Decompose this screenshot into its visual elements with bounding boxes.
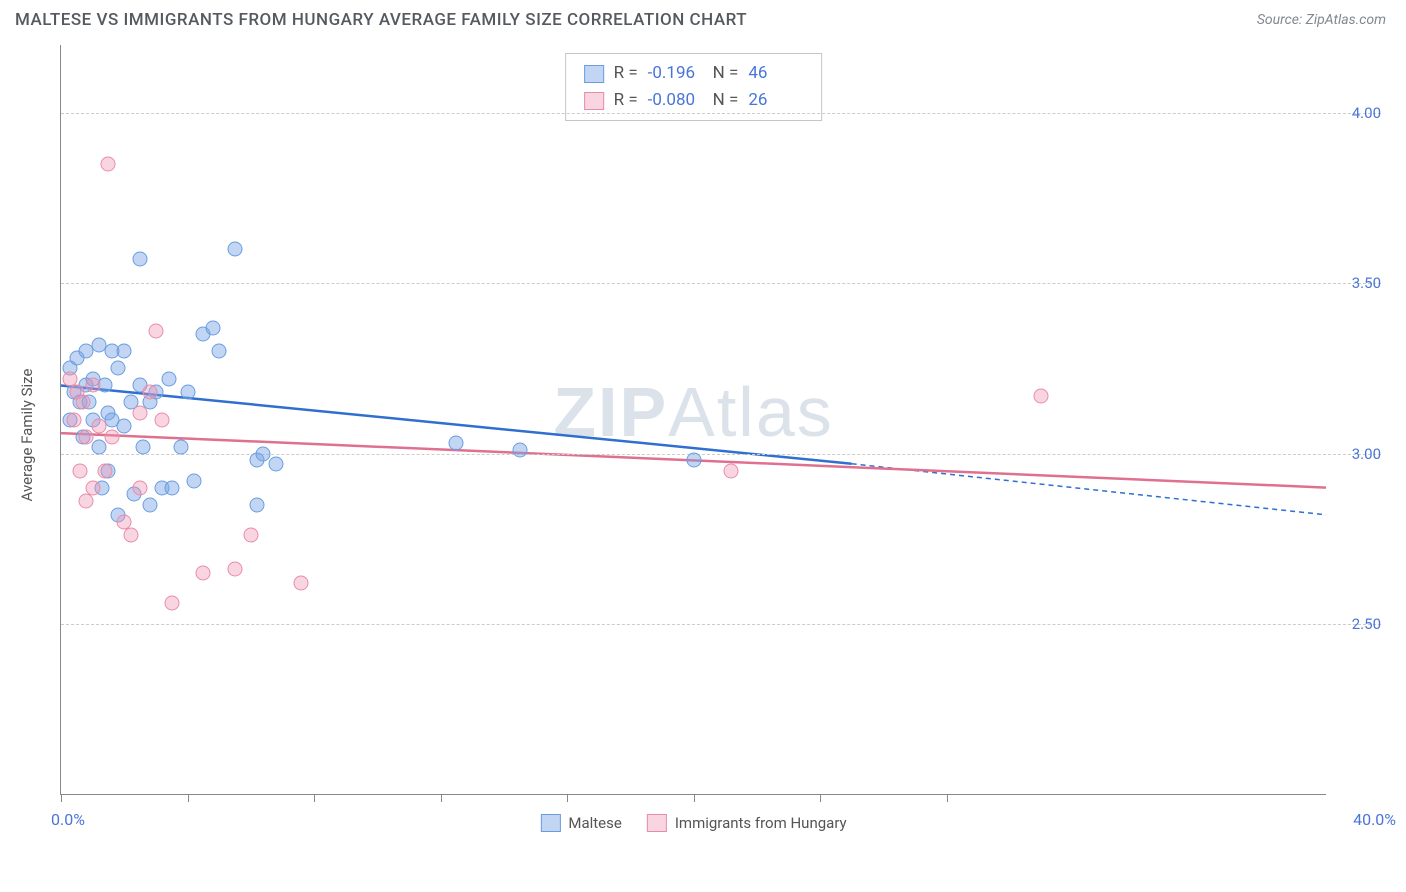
data-point <box>686 453 701 468</box>
data-point <box>161 371 176 386</box>
data-point <box>104 429 119 444</box>
trend-lines <box>61 45 1326 794</box>
data-point <box>269 456 284 471</box>
y-tick-label: 3.50 <box>1331 274 1381 292</box>
y-tick-label: 3.00 <box>1331 445 1381 463</box>
data-point <box>133 405 148 420</box>
x-axis-min-label: 0.0% <box>51 810 85 829</box>
series-swatch <box>584 65 604 83</box>
data-point <box>133 480 148 495</box>
x-axis-max-label: 40.0% <box>1353 810 1396 829</box>
data-point <box>205 320 220 335</box>
data-point <box>85 480 100 495</box>
y-axis-label: Average Family Size <box>18 369 36 502</box>
data-point <box>76 395 91 410</box>
data-point <box>79 429 94 444</box>
chart-container: Average Family Size ZIPAtlas R =-0.196N … <box>15 35 1391 835</box>
gridline <box>61 624 1381 625</box>
data-point <box>155 412 170 427</box>
data-point <box>91 419 106 434</box>
x-tick <box>441 794 442 802</box>
data-point <box>180 385 195 400</box>
data-point <box>98 463 113 478</box>
data-point <box>212 344 227 359</box>
data-point <box>174 439 189 454</box>
data-point <box>512 443 527 458</box>
data-point <box>256 446 271 461</box>
data-point <box>142 497 157 512</box>
legend-swatch <box>647 814 667 832</box>
data-point <box>85 378 100 393</box>
stats-legend-box: R =-0.196N =46R =-0.080N =26 <box>565 53 823 121</box>
x-tick <box>947 794 948 802</box>
x-tick <box>694 794 695 802</box>
x-tick <box>820 794 821 802</box>
source-credit: Source: ZipAtlas.com <box>1257 12 1386 28</box>
data-point <box>1034 388 1049 403</box>
x-tick <box>188 794 189 802</box>
data-point <box>72 463 87 478</box>
data-point <box>243 528 258 543</box>
data-point <box>186 473 201 488</box>
stats-row: R =-0.196N =46 <box>584 60 804 87</box>
data-point <box>148 323 163 338</box>
data-point <box>196 565 211 580</box>
data-point <box>101 157 116 172</box>
data-point <box>724 463 739 478</box>
data-point <box>79 494 94 509</box>
data-point <box>164 596 179 611</box>
stats-row: R =-0.080N =26 <box>584 87 804 114</box>
data-point <box>250 497 265 512</box>
data-point <box>117 419 132 434</box>
data-point <box>136 439 151 454</box>
legend-swatch <box>540 814 560 832</box>
chart-title: MALTESE VS IMMIGRANTS FROM HUNGARY AVERA… <box>15 10 747 30</box>
bottom-legend: Maltese Immigrants from Hungary <box>540 814 846 832</box>
data-point <box>117 344 132 359</box>
data-point <box>110 361 125 376</box>
data-point <box>227 562 242 577</box>
y-tick-label: 4.00 <box>1331 104 1381 122</box>
data-point <box>164 480 179 495</box>
legend-label: Maltese <box>568 814 621 832</box>
x-tick <box>61 794 62 802</box>
y-tick-label: 2.50 <box>1331 615 1381 633</box>
data-point <box>123 528 138 543</box>
x-tick <box>314 794 315 802</box>
data-point <box>227 242 242 257</box>
plot-area: ZIPAtlas R =-0.196N =46R =-0.080N =26 0.… <box>60 45 1326 795</box>
data-point <box>91 439 106 454</box>
gridline <box>61 113 1381 114</box>
legend-item: Maltese <box>540 814 621 832</box>
data-point <box>142 385 157 400</box>
gridline <box>61 283 1381 284</box>
legend-item: Immigrants from Hungary <box>647 814 847 832</box>
data-point <box>294 575 309 590</box>
data-point <box>66 412 81 427</box>
x-tick <box>567 794 568 802</box>
data-point <box>449 436 464 451</box>
series-swatch <box>584 92 604 110</box>
data-point <box>133 252 148 267</box>
legend-label: Immigrants from Hungary <box>675 814 847 832</box>
